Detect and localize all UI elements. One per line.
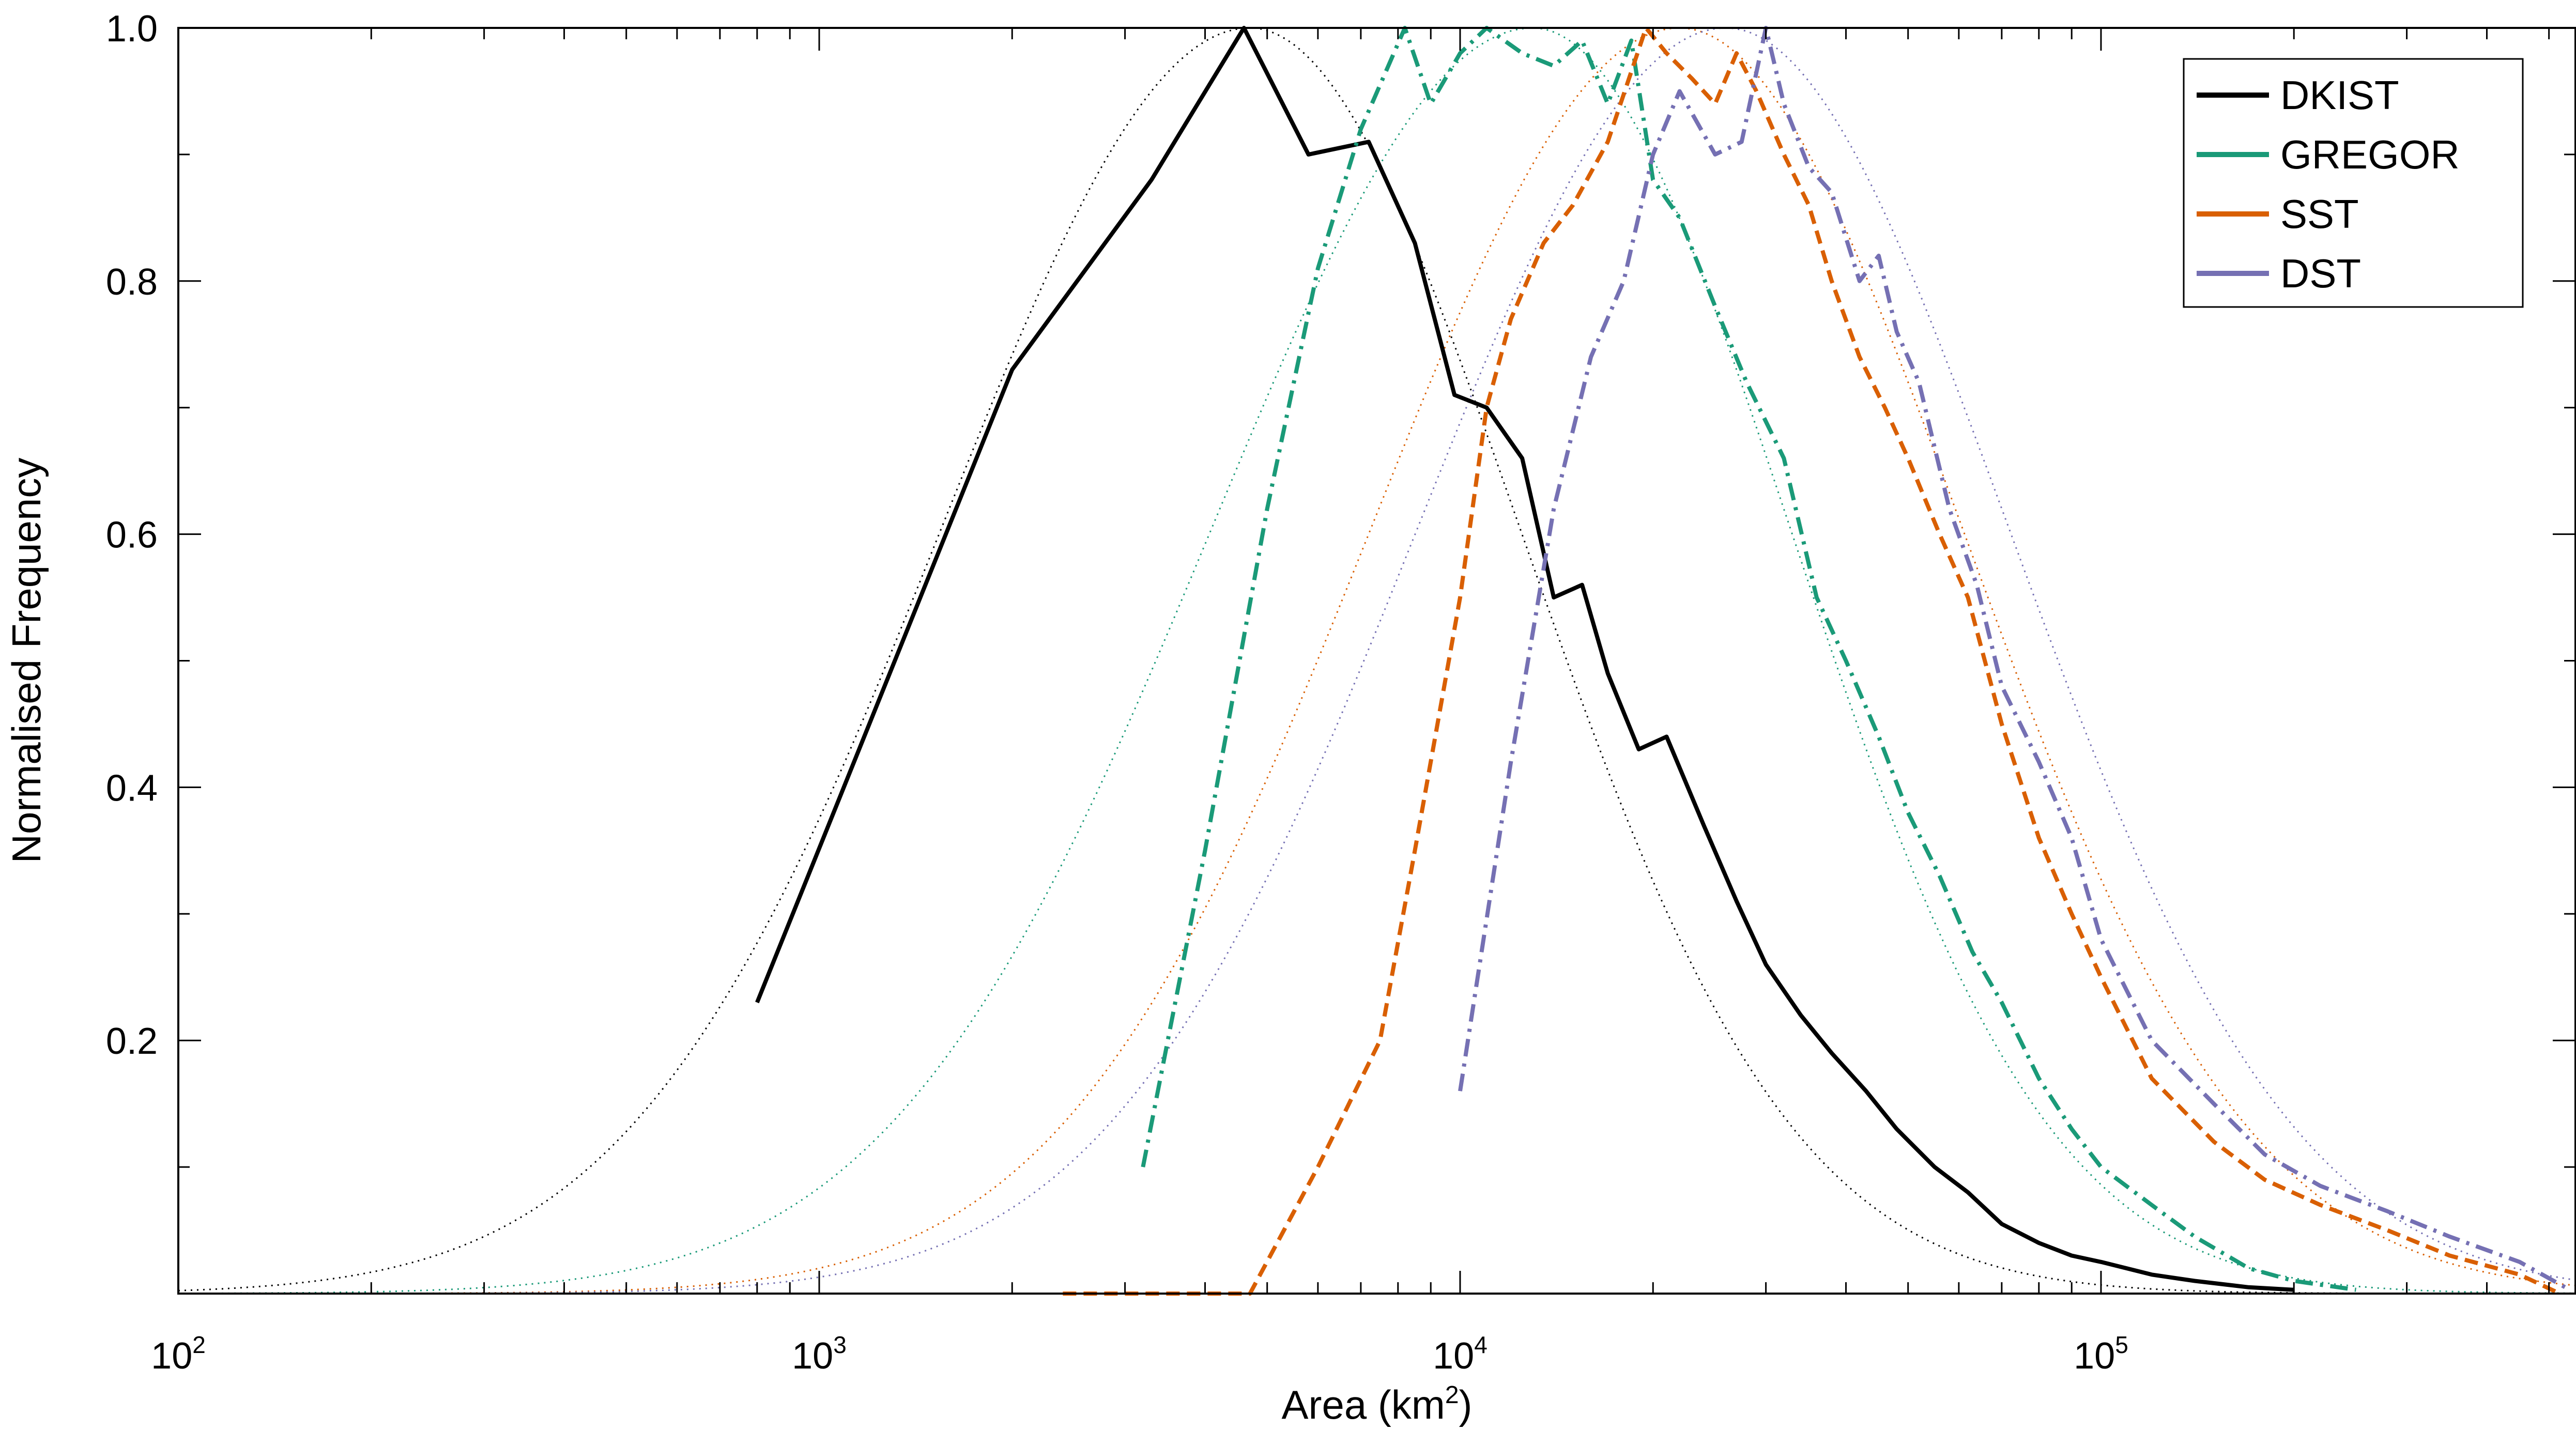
- x-axis-label: Area (km2): [1281, 1381, 1472, 1427]
- legend: DKIST GREGOR SST DST: [2183, 58, 2524, 308]
- y-tick-label: 0.2: [106, 1021, 158, 1062]
- fit-curve-2: [178, 27, 2575, 1295]
- fit-curve-3: [178, 27, 2575, 1295]
- y-axis-label: Normalised Frequency: [4, 458, 49, 864]
- series-line-sst: [1063, 26, 2561, 1296]
- y-tick-label: 0.4: [106, 767, 158, 809]
- series-line-dst: [1458, 26, 2567, 1289]
- legend-label-dkist: DKIST: [2280, 72, 2399, 118]
- legend-label-sst: SST: [2280, 191, 2359, 237]
- y-tick-label: 0.8: [106, 262, 158, 303]
- legend-label-gregor: GREGOR: [2280, 132, 2460, 177]
- x-tick-label: 105: [2074, 1331, 2128, 1377]
- y-axis-ticks: 0.2 0.4 0.6 0.8 1.0: [106, 8, 2575, 1168]
- series-line-gregor: [1141, 26, 2356, 1292]
- x-tick-label: 104: [1433, 1331, 1488, 1377]
- series-line-dkist: [755, 26, 2294, 1292]
- legend-label-dst: DST: [2280, 251, 2361, 296]
- y-tick-label: 0.6: [106, 515, 158, 556]
- x-axis-ticks: 102 103 104 105: [151, 28, 2550, 1377]
- y-tick-label: 1.0: [106, 8, 158, 50]
- x-tick-label: 103: [792, 1331, 847, 1377]
- legend-box: [2183, 58, 2524, 308]
- data-series: [755, 26, 2567, 1296]
- x-tick-label: 102: [151, 1331, 206, 1377]
